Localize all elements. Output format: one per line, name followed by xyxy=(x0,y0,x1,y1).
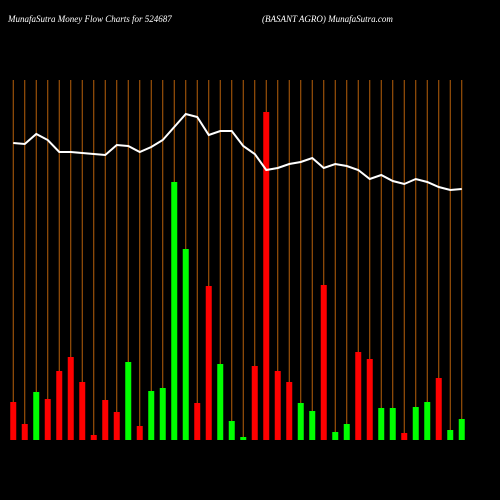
bar xyxy=(458,419,465,440)
bar xyxy=(343,424,350,440)
bar xyxy=(10,402,17,440)
bar xyxy=(240,437,247,440)
bar xyxy=(194,403,201,440)
bar xyxy=(389,408,396,440)
chart-title: MunafaSutra Money Flow Charts for 524687 xyxy=(7,14,172,24)
bar xyxy=(286,382,293,440)
bar xyxy=(171,182,178,440)
bar xyxy=(113,412,120,440)
bar xyxy=(56,371,63,440)
bar xyxy=(274,371,281,440)
bar xyxy=(44,399,51,440)
bar xyxy=(33,392,40,440)
bar xyxy=(263,112,270,440)
money-flow-line xyxy=(13,112,462,192)
bar xyxy=(136,426,143,440)
bar xyxy=(320,285,327,440)
bar xyxy=(205,286,212,440)
bar xyxy=(148,391,155,440)
bar xyxy=(309,411,316,440)
bar xyxy=(182,249,189,440)
bar xyxy=(90,435,97,440)
bar xyxy=(102,400,109,440)
bar xyxy=(401,433,408,440)
bar xyxy=(125,362,132,440)
bar xyxy=(21,424,28,440)
bar xyxy=(424,402,431,440)
bar xyxy=(228,421,235,440)
bar xyxy=(297,403,304,440)
bar xyxy=(412,407,419,440)
bar xyxy=(355,352,362,440)
bar xyxy=(332,432,339,440)
bar xyxy=(366,359,373,440)
bar xyxy=(79,382,86,440)
bar xyxy=(378,408,385,440)
bar xyxy=(447,430,454,440)
bar xyxy=(217,364,224,440)
chart-subtitle: (BASANT AGRO) MunafaSutra.com xyxy=(262,14,393,24)
bar xyxy=(67,357,74,440)
bar xyxy=(435,378,442,440)
bar xyxy=(251,366,258,440)
bar xyxy=(159,388,166,440)
